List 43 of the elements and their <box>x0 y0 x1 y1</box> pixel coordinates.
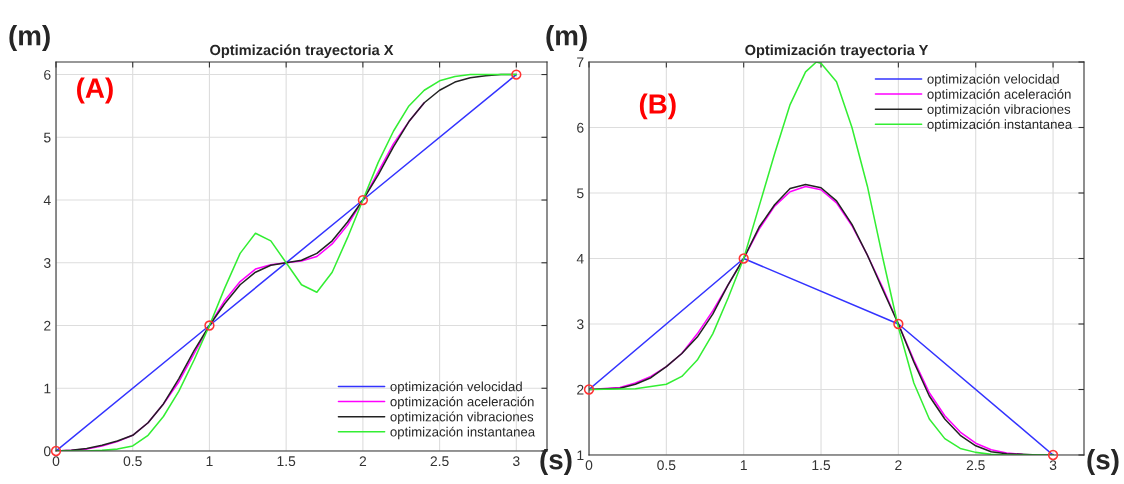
y-tick-label: 6 <box>44 69 51 80</box>
legend-label: optimización vibraciones <box>390 411 534 425</box>
legend-label: optimización instantanea <box>927 119 1073 132</box>
x-tick-label: 2 <box>359 456 367 466</box>
y-tick-label: 7 <box>577 57 584 68</box>
x-tick-label: 0.5 <box>657 460 676 471</box>
legend-label: optimización aceleración <box>390 396 534 409</box>
x-tick-label: 1 <box>206 456 213 466</box>
legend-label: optimización instantanea <box>390 426 536 440</box>
x-tick-label: 2.5 <box>430 456 449 467</box>
chart-title: Optimización trayectoria X <box>210 44 394 59</box>
text: (m) <box>9 25 50 51</box>
x-tick-label: 3 <box>1049 460 1057 471</box>
legend-label: optimización velocidad <box>390 381 522 394</box>
y-tick-label: 2 <box>577 384 584 395</box>
y-tick-label: 5 <box>43 132 51 143</box>
x-tick-label: 1.5 <box>277 456 296 467</box>
x-tick-label: 1.5 <box>812 460 831 471</box>
annotation: (s) <box>540 449 572 475</box>
x-tick-label: 0.5 <box>123 456 142 467</box>
text: (s) <box>1087 449 1119 475</box>
x-tick-label: 1 <box>740 460 747 470</box>
y-tick-label: 5 <box>576 188 584 199</box>
y-tick-label: 4 <box>43 195 51 206</box>
legend-label: optimización vibraciones <box>927 104 1071 117</box>
y-tick-label: 4 <box>576 253 584 264</box>
y-tick-label: 0 <box>43 446 51 457</box>
text: (m) <box>546 25 587 51</box>
x-tick-label: 0 <box>52 456 60 467</box>
y-tick-label: 3 <box>576 319 584 330</box>
x-tick-label: 0 <box>585 460 593 471</box>
x-tick-label: 2.5 <box>966 460 985 471</box>
y-tick-label: 1 <box>44 383 51 394</box>
chart-title: Optimización trayectoria Y <box>745 44 929 59</box>
x-tick-label: 2 <box>895 460 902 470</box>
y-tick-label: 2 <box>44 320 51 331</box>
legend-label: optimización velocidad <box>927 73 1059 87</box>
y-tick-label: 6 <box>577 122 584 133</box>
annotation: (A) <box>77 77 113 104</box>
legend-label: optimización aceleración <box>927 88 1071 102</box>
y-tick-label: 3 <box>43 258 51 268</box>
x-tick-label: 3 <box>512 456 520 467</box>
annotation: (B) <box>639 93 676 120</box>
